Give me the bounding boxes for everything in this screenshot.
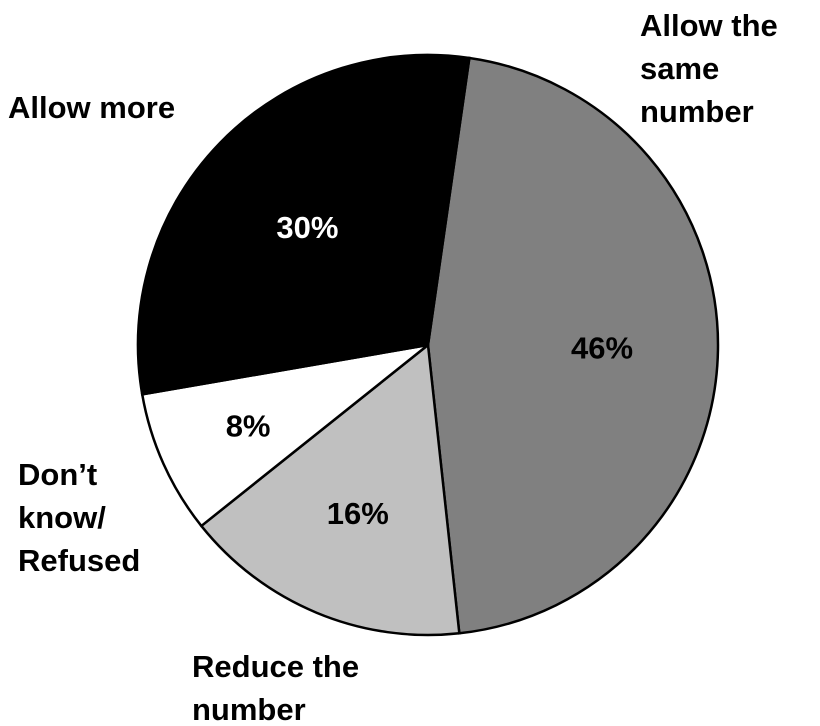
- pie-category-label-line: number: [192, 692, 306, 726]
- pie-category-label: Allow the same number: [640, 8, 778, 129]
- pie-slice-allow-more: [136, 53, 471, 396]
- pie-category-label-line: know/: [18, 500, 106, 535]
- pie-category-label: Don’t know/Refused: [18, 457, 140, 578]
- pie-percent-label: 8%: [226, 408, 271, 443]
- pie-category-label-line: Allow the: [640, 8, 778, 43]
- pie-category-label-line: Don’t: [18, 457, 97, 492]
- pie-category-label-line: same: [640, 51, 719, 86]
- pie-category-label-line: number: [640, 94, 754, 129]
- pie-slice-reduce-the-number: [199, 342, 461, 637]
- pie-category-label-line: Allow more: [8, 90, 175, 125]
- pie-percent-label: 16%: [327, 496, 389, 531]
- pie-slice-don-t-know-refused: [140, 343, 429, 528]
- pie-category-label: Reduce the number: [192, 649, 359, 726]
- pie-slice-allow-the-same-number: [426, 56, 720, 635]
- pie-percent-label: 46%: [571, 331, 633, 366]
- pie-percent-labels: 46% 16% 8% 30%: [226, 210, 633, 531]
- pie-category-label: Allow more: [8, 90, 175, 125]
- pie-percent-label: 30%: [276, 210, 338, 245]
- pie-category-label-line: Refused: [18, 543, 140, 578]
- pie-category-labels: Allow the same number Reduce the number Don’t…: [8, 8, 778, 726]
- pie-category-label-line: Reduce the: [192, 649, 359, 684]
- pie-slices: [136, 53, 720, 637]
